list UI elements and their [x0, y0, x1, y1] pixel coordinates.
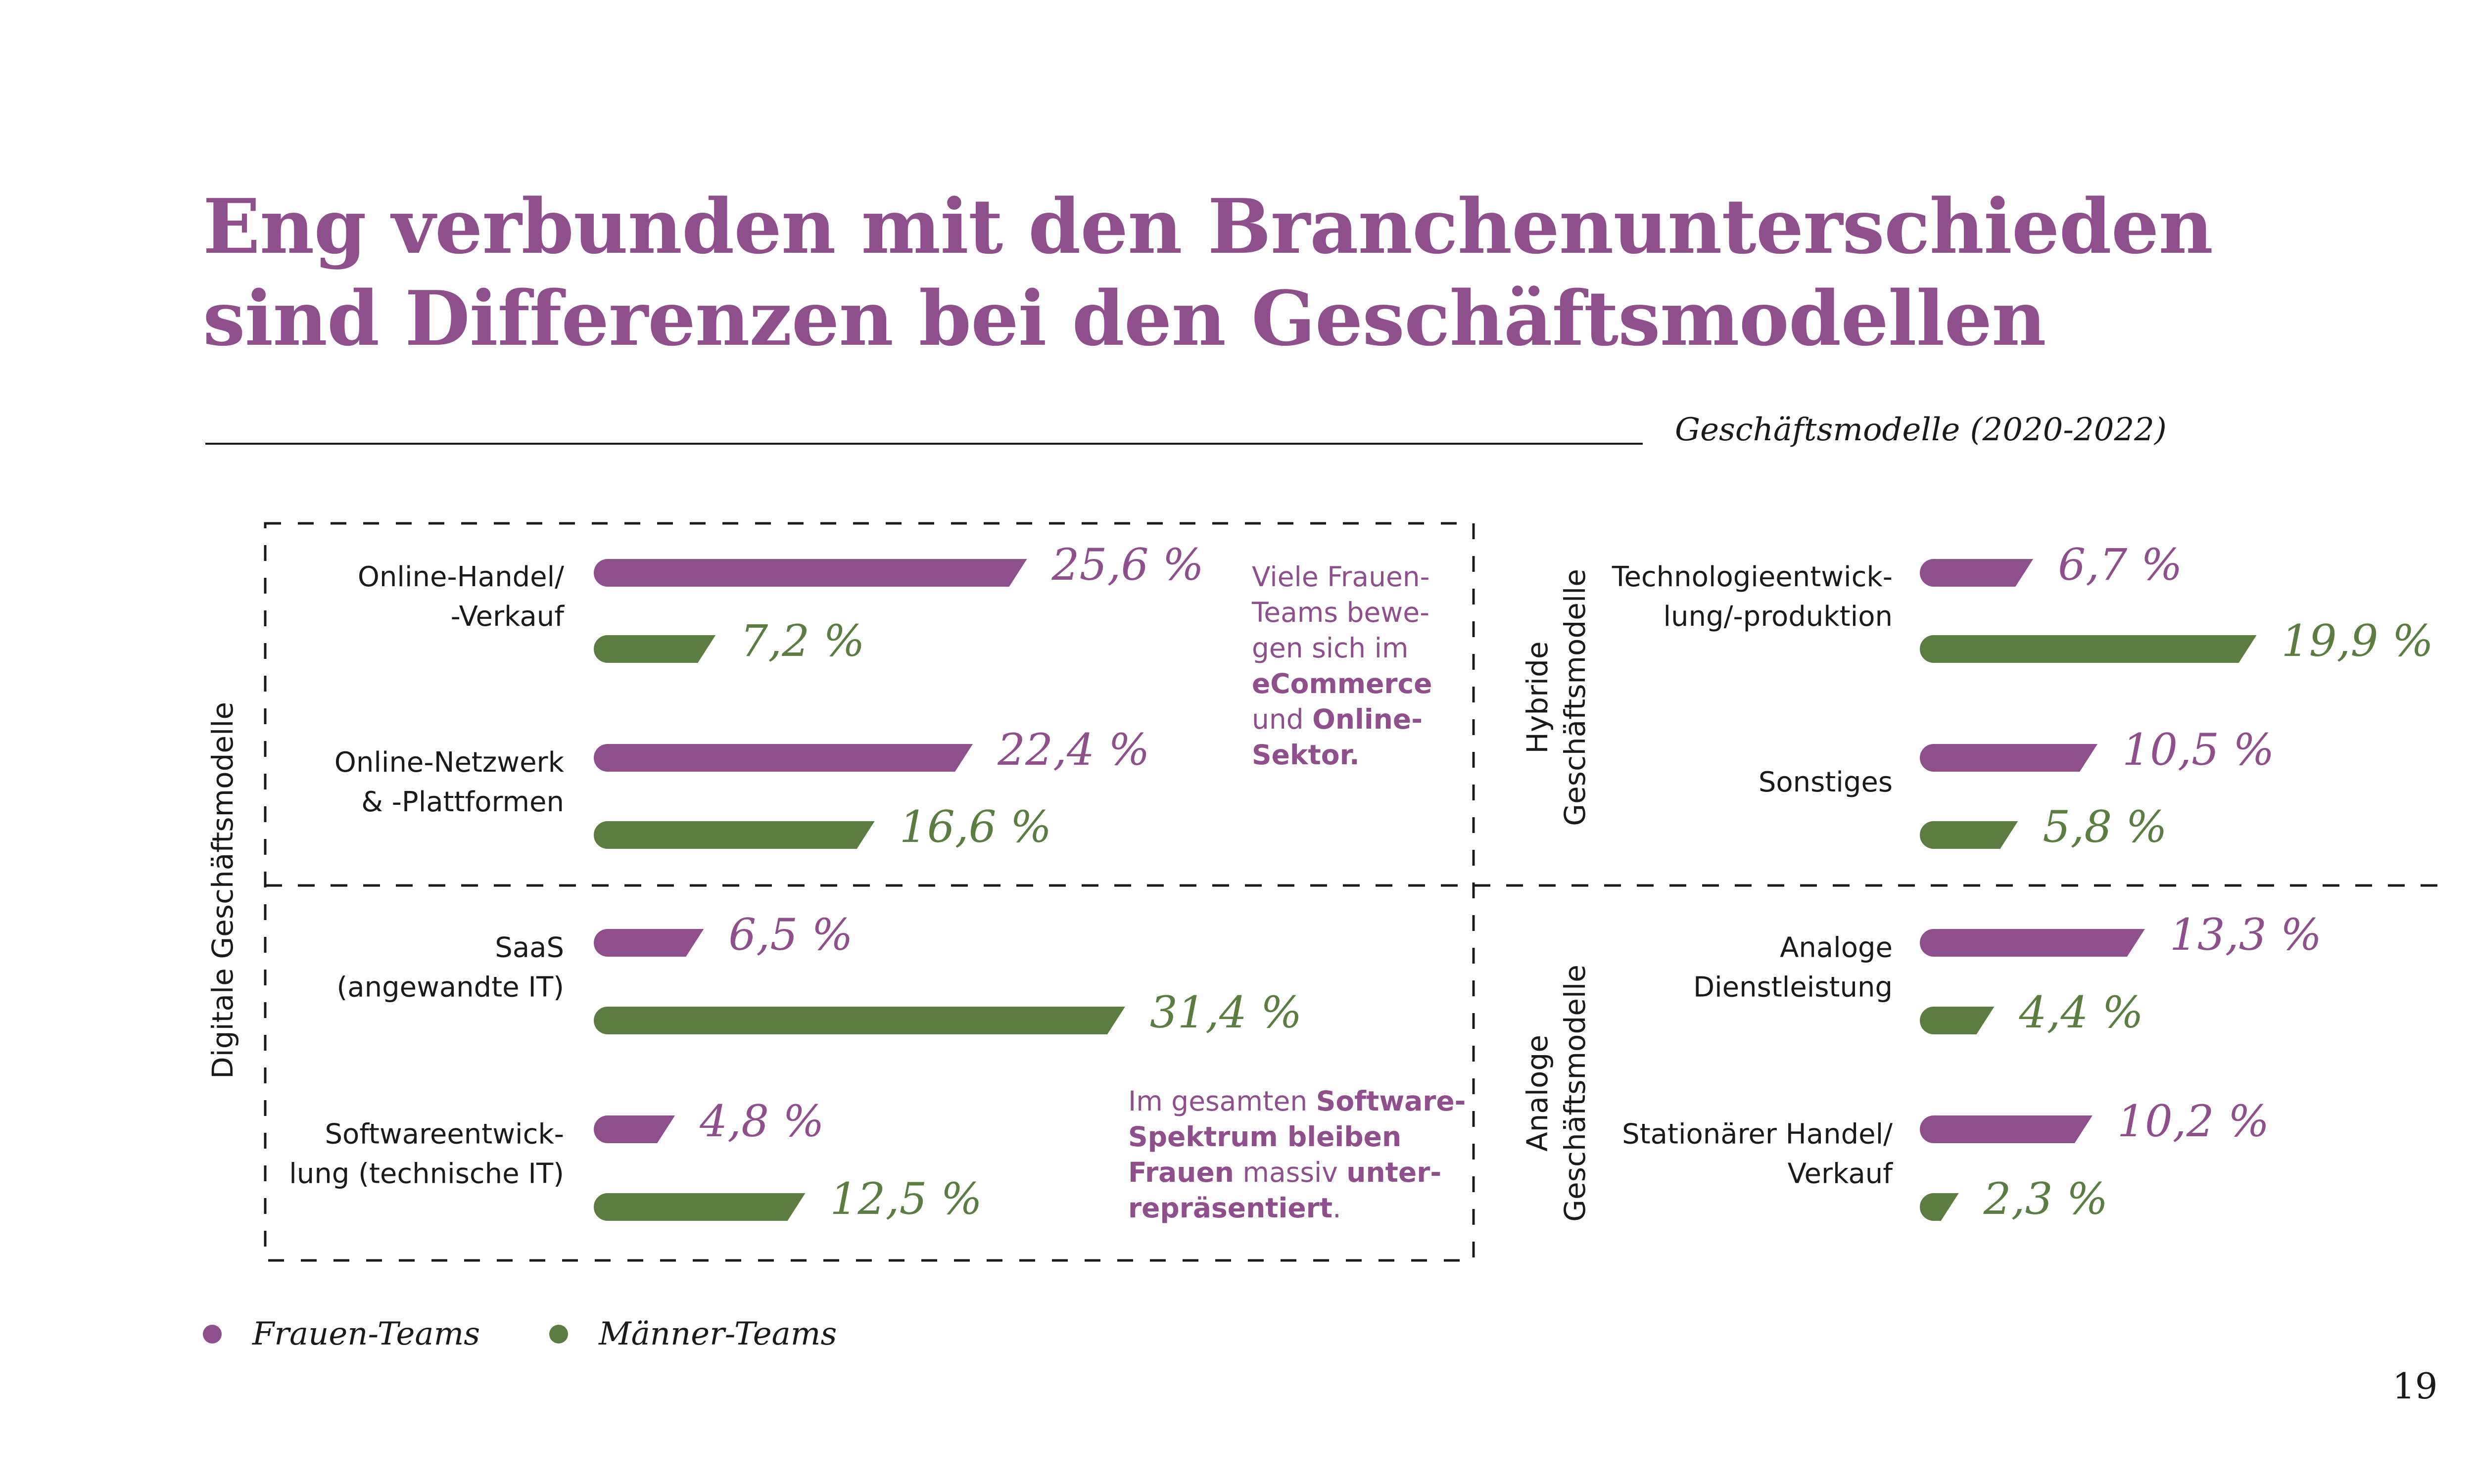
circle-dot-icon — [203, 1325, 222, 1344]
bar-value-label: 4,8 % — [699, 1096, 824, 1147]
annotation-emphasis: unter- — [1346, 1157, 1442, 1188]
bar-value-label: 7,2 % — [740, 615, 865, 666]
legend: Frauen-Teams Männer-Teams — [203, 1316, 906, 1352]
annotation-software: Im gesamten Software- Spektrum bleiben Fra… — [1128, 1083, 1466, 1226]
annotation-line: und Online- — [1252, 701, 1432, 737]
category-label: (angewandte IT) — [336, 972, 564, 1004]
annotation-line: Teams bewe- — [1252, 595, 1432, 630]
bar-maenner — [594, 1007, 1125, 1034]
category-label: & -Plattformen — [361, 786, 564, 818]
group-label: Hybride — [1521, 641, 1554, 753]
circle-dot-icon — [549, 1325, 569, 1344]
bar-value-label: 12,5 % — [830, 1173, 983, 1224]
bar-maenner — [1920, 1193, 1959, 1221]
bar-frauen — [1920, 744, 2098, 772]
category-label: lung/-produktion — [1663, 601, 1893, 633]
category-label: Dienstleistung — [1693, 972, 1893, 1004]
bar-maenner — [1920, 821, 2018, 849]
legend-item-maenner: Männer-Teams — [549, 1316, 837, 1352]
category-label: Analoge — [1780, 932, 1893, 964]
group-label: Analoge — [1521, 1035, 1554, 1152]
title-line-2: sind Differenzen bei den Geschäftsmodell… — [203, 274, 2046, 363]
bar-value-label: 22,4 % — [997, 724, 1150, 775]
annotation-line: eCommerce — [1252, 666, 1432, 701]
category-label: Online-Netzwerk — [334, 746, 565, 779]
annotation-emphasis: repräsentiert — [1128, 1192, 1333, 1224]
bar-value-label: 6,7 % — [2058, 539, 2183, 590]
annotation-text: und — [1252, 703, 1313, 735]
bar-value-label: 31,4 % — [1150, 987, 1302, 1038]
annotation-emphasis: Spektrum bleiben — [1128, 1121, 1402, 1153]
bar-frauen — [594, 559, 1027, 587]
title-line-1: Eng verbunden mit den Branchenunterschie… — [203, 182, 2213, 271]
bar-maenner — [594, 1193, 806, 1221]
bar-frauen — [594, 1115, 675, 1143]
category-label: -Verkauf — [451, 601, 565, 633]
annotation-line: Frauen massiv unter- — [1128, 1155, 1466, 1190]
bar-value-label: 10,2 % — [2117, 1096, 2270, 1147]
bar-frauen — [1920, 929, 2145, 957]
group-label: Geschäftsmodelle — [1558, 965, 1592, 1222]
annotation-text: Viele Frauen- — [1252, 561, 1430, 593]
bar-value-label: 19,9 % — [2282, 615, 2434, 666]
category-label: Technologieentwick- — [1612, 561, 1893, 593]
chart-subtitle: Geschäftsmodelle (2020-2022) — [1675, 412, 2167, 448]
bar-maenner — [594, 635, 716, 663]
bar-frauen — [1920, 1115, 2093, 1143]
legend-label: Männer-Teams — [599, 1316, 837, 1352]
bar-value-label: 16,6 % — [900, 801, 1052, 852]
annotation-text: gen sich im — [1252, 632, 1409, 664]
bar-frauen — [1920, 559, 2034, 587]
annotation-text: . — [1332, 1192, 1341, 1224]
category-label: Online-Handel/ — [358, 561, 564, 593]
category-label: Stationärer Handel/ — [1622, 1118, 1893, 1151]
annotation-text: Im gesamten — [1128, 1085, 1316, 1117]
digital-group-frame — [264, 522, 1475, 1262]
header-rule — [205, 443, 1643, 445]
annotation-line: Spektrum bleiben — [1128, 1119, 1466, 1155]
page-title: Eng verbunden mit den Branchenunterschie… — [203, 181, 2331, 365]
bar-value-label: 13,3 % — [2170, 909, 2322, 960]
category-label: Sonstiges — [1759, 766, 1893, 798]
annotation-line: Sektor. — [1252, 737, 1432, 773]
annotation-line: repräsentiert. — [1128, 1190, 1466, 1226]
annotation-ecommerce: Viele Frauen- Teams bewe-gen sich im eComm… — [1252, 559, 1432, 773]
bar-maenner — [594, 821, 875, 849]
bar-frauen — [594, 744, 973, 772]
annotation-line: Im gesamten Software- — [1128, 1083, 1466, 1119]
category-label: SaaS — [495, 932, 564, 964]
category-label: Softwareentwick- — [325, 1118, 564, 1151]
annotation-emphasis: eCommerce — [1252, 668, 1432, 699]
category-label: lung (technische IT) — [289, 1158, 564, 1190]
annotation-line: Viele Frauen- — [1252, 559, 1432, 595]
legend-label: Frauen-Teams — [252, 1316, 480, 1352]
annotation-emphasis: Online- — [1312, 703, 1423, 735]
bar-value-label: 25,6 % — [1051, 539, 1204, 590]
bar-maenner — [1920, 635, 2257, 663]
group-label: Digitale Geschäftsmodelle — [206, 702, 239, 1079]
annotation-emphasis: Sektor. — [1252, 739, 1360, 771]
bar-value-label: 4,4 % — [2018, 987, 2143, 1038]
bar-value-label: 5,8 % — [2043, 801, 2167, 852]
bar-value-label: 6,5 % — [728, 909, 853, 960]
annotation-text: Teams bewe- — [1252, 597, 1429, 628]
bar-frauen — [594, 929, 704, 957]
bar-value-label: 2,3 % — [1983, 1173, 2108, 1224]
annotation-text: massiv — [1234, 1157, 1347, 1188]
page-number: 19 — [2392, 1365, 2438, 1407]
annotation-emphasis: Frauen — [1128, 1157, 1234, 1188]
bar-maenner — [1920, 1007, 1995, 1034]
annotation-line: gen sich im — [1252, 630, 1432, 666]
legend-item-frauen: Frauen-Teams — [203, 1316, 480, 1352]
group-label: Geschäftsmodelle — [1558, 569, 1592, 826]
category-label: Verkauf — [1788, 1158, 1894, 1190]
bar-value-label: 10,5 % — [2122, 724, 2275, 775]
annotation-emphasis: Software- — [1316, 1085, 1466, 1117]
